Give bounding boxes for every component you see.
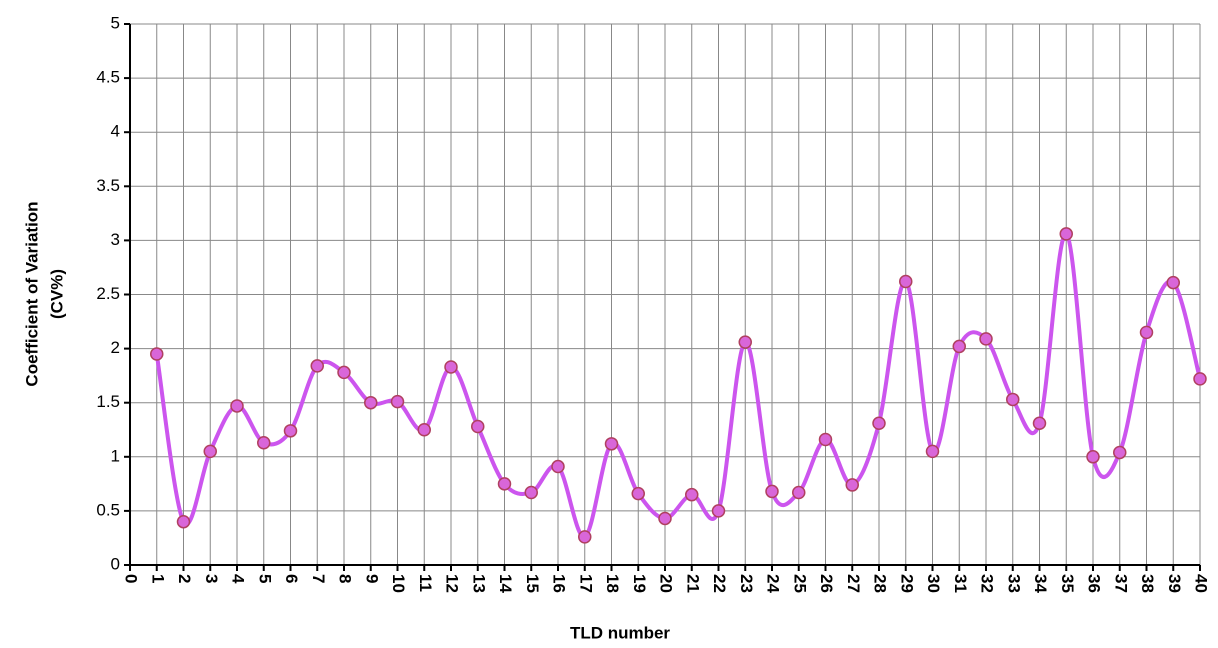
data-point: [872, 416, 886, 431]
data-point: [150, 347, 164, 361]
data-point: [417, 423, 431, 437]
x-tick-label: 1: [148, 574, 167, 583]
y-tick-label: 4.5: [96, 68, 120, 87]
data-point: [230, 399, 244, 413]
x-axis-label: TLD number: [570, 623, 670, 642]
x-tick-label: 30: [924, 574, 943, 593]
x-tick-label: 25: [790, 574, 809, 593]
data-point: [1086, 450, 1100, 464]
data-point: [578, 530, 592, 544]
y-tick-label: 0: [111, 554, 120, 573]
y-tick-label: 2.5: [96, 284, 120, 303]
x-tick-label: 7: [309, 574, 328, 583]
data-point: [1193, 372, 1207, 386]
x-tick-label: 20: [657, 574, 676, 593]
x-tick-label: 31: [951, 574, 970, 593]
x-tick-label: 21: [683, 574, 702, 593]
x-tick-label: 0: [122, 574, 141, 583]
x-tick-label: 13: [469, 574, 488, 593]
data-point: [845, 478, 859, 492]
y-tick-label: 5: [111, 13, 120, 32]
y-tick-label: 2: [111, 338, 120, 357]
data-point: [1113, 445, 1127, 460]
x-tick-label: 29: [897, 574, 916, 593]
x-tick-label: 35: [1058, 574, 1077, 593]
x-tick-label: 37: [1111, 574, 1130, 593]
x-tick-label: 2: [175, 574, 194, 583]
data-point: [283, 424, 298, 438]
data-point: [899, 274, 913, 289]
data-point: [604, 437, 619, 451]
y-tick-label: 0.5: [96, 500, 120, 519]
x-tick-label: 22: [710, 574, 729, 593]
data-point: [257, 435, 271, 450]
x-tick-label: 23: [737, 574, 756, 593]
data-point: [551, 459, 565, 474]
data-point: [631, 486, 645, 501]
data-point: [524, 485, 538, 500]
data-point: [685, 487, 699, 502]
data-point: [176, 514, 191, 529]
x-tick-label: 19: [630, 574, 649, 593]
x-tick-label: 10: [389, 574, 408, 593]
data-point: [1032, 416, 1047, 431]
x-tick-label: 28: [871, 574, 890, 593]
x-tick-label: 36: [1085, 574, 1104, 593]
data-point: [818, 432, 833, 447]
data-point: [979, 332, 993, 346]
data-point: [711, 504, 726, 518]
data-point: [203, 444, 217, 459]
x-tick-label: 12: [443, 574, 462, 593]
x-tick-label: 40: [1192, 574, 1211, 593]
data-point: [337, 365, 351, 380]
x-tick-label: 16: [550, 574, 569, 593]
data-point: [925, 444, 940, 459]
x-tick-label: 4: [229, 574, 248, 584]
data-point: [390, 394, 405, 409]
y-tick-label: 1: [111, 446, 120, 465]
x-tick-label: 38: [1138, 574, 1157, 593]
x-tick-label: 14: [496, 574, 515, 593]
data-line: [154, 231, 1202, 539]
data-point: [1139, 325, 1154, 340]
data-point: [738, 335, 752, 349]
x-tick-label: 11: [416, 574, 435, 592]
x-tick-label: 17: [576, 574, 595, 593]
y-tick-label: 3: [111, 230, 120, 249]
x-tick-label: 27: [844, 574, 863, 593]
x-tick-label: 34: [1031, 574, 1050, 593]
data-point: [1006, 392, 1020, 407]
data-point: [364, 395, 378, 410]
y-tick-label: 4: [111, 122, 120, 141]
data-point: [497, 477, 512, 491]
x-tick-label: 33: [1004, 574, 1023, 593]
x-tick-label: 5: [255, 574, 274, 583]
data-point: [765, 484, 779, 499]
data-point: [1166, 275, 1180, 290]
x-tick-label: 24: [764, 574, 783, 593]
data-point: [792, 485, 806, 500]
x-tick-label: 15: [523, 574, 542, 593]
x-tick-label: 39: [1165, 574, 1184, 593]
data-point: [952, 339, 966, 354]
data-point: [310, 359, 324, 373]
x-tick-label: 18: [603, 574, 622, 593]
data-point: [444, 360, 458, 374]
x-tick-label: 9: [362, 574, 381, 583]
y-tick-label: 3.5: [96, 176, 120, 195]
data-point: [1059, 227, 1073, 241]
x-tick-label: 32: [978, 574, 997, 593]
y-axis-label: Coefficient of Variation: [22, 201, 41, 386]
data-point: [658, 511, 672, 526]
x-tick-label: 6: [282, 574, 301, 583]
y-tick-label: 1.5: [96, 392, 120, 411]
x-tick-label: 3: [202, 574, 221, 583]
x-tick-label: 8: [336, 574, 355, 583]
y-axis-label: (CV%): [47, 269, 66, 319]
data-point: [471, 419, 485, 434]
x-tick-label: 26: [817, 574, 836, 593]
